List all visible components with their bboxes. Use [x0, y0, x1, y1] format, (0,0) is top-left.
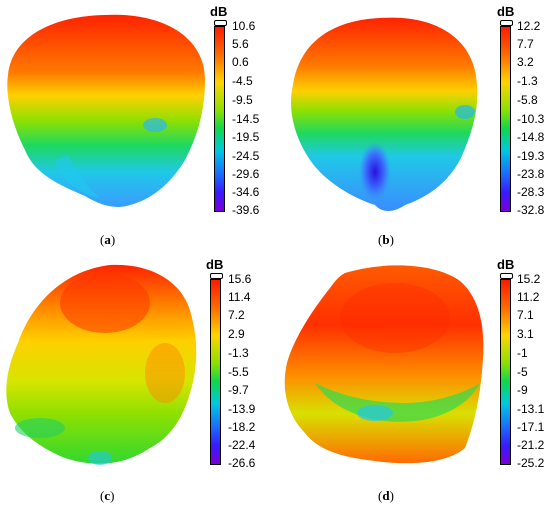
- colorbar-unit-d: dB: [497, 257, 515, 272]
- tick-label: 12.2: [517, 19, 541, 33]
- tick-label: -1: [517, 346, 528, 360]
- tick-label: -29.6: [232, 167, 260, 181]
- tick-label: 15.6: [228, 272, 252, 286]
- colorbar-d: [500, 279, 511, 465]
- panel-a: dB 10.6 5.6 0.6 -4.5 -9.5 -14.5 -19.5 -2…: [0, 0, 275, 253]
- tick-label: -17.1: [517, 420, 545, 434]
- pattern-body-b: [290, 17, 478, 212]
- tick-label: -24.5: [232, 149, 260, 163]
- colorbar-cap-d: [500, 273, 513, 279]
- tick-label: -22.4: [228, 438, 256, 452]
- colorbar-b: [500, 26, 511, 212]
- tick-label: 3.2: [517, 55, 534, 69]
- tick-label: 3.1: [517, 327, 534, 341]
- tick-label: -1.3: [228, 346, 249, 360]
- tick-label: -13.1: [517, 402, 545, 416]
- colorbar-cap-b: [500, 20, 513, 26]
- tick-label: -9: [517, 383, 528, 397]
- panel-d: dB 15.2 11.2 7.1 3.1 -1 -5 -9 -13.1 -17.…: [275, 253, 550, 506]
- tick-label: -5.5: [228, 365, 249, 379]
- tick-label: 10.6: [232, 19, 256, 33]
- caption-c: (c): [100, 488, 115, 503]
- panel-c: dB 15.6 11.4 7.2 2.9 -1.3 -5.5 -9.7 -13.…: [0, 253, 275, 506]
- tick-label: -23.8: [517, 167, 545, 181]
- tick-label: 7.7: [517, 37, 534, 51]
- colorbar-unit-a: dB: [210, 4, 228, 19]
- colorbar-unit-c: dB: [206, 257, 224, 272]
- tick-label: -26.6: [228, 456, 256, 470]
- tick-label: 7.1: [517, 308, 534, 322]
- tick-label: 7.2: [228, 308, 245, 322]
- panel-b: dB 12.2 7.7 3.2 -1.3 -5.8 -10.3 -14.8 -1…: [275, 0, 550, 253]
- tick-label: -10.3: [517, 112, 545, 126]
- colorbar-cap-c: [210, 273, 223, 279]
- radiation-pattern-b: [290, 17, 478, 212]
- tick-label: -28.3: [517, 185, 545, 199]
- tick-label: -19.5: [232, 130, 260, 144]
- colorbar-c: [210, 279, 221, 465]
- tick-label: -9.5: [232, 93, 253, 107]
- tick-label: -21.2: [517, 438, 545, 452]
- caption-b: (b): [378, 232, 394, 247]
- tick-label: 0.6: [232, 55, 249, 69]
- tick-label: -25.2: [517, 456, 545, 470]
- tick-label: -1.3: [517, 74, 538, 88]
- tick-label: -13.9: [228, 402, 256, 416]
- tick-label: 2.9: [228, 327, 245, 341]
- tick-label: -39.6: [232, 203, 260, 217]
- tick-label: -5: [517, 365, 528, 379]
- tick-label: 11.2: [517, 290, 540, 304]
- pattern-body-a: [7, 14, 206, 207]
- tick-label: -18.2: [228, 420, 256, 434]
- colorbar-unit-b: dB: [497, 4, 515, 19]
- tick-label: -9.7: [228, 383, 249, 397]
- radiation-pattern-a: [7, 14, 206, 207]
- caption-a: (a): [100, 232, 116, 247]
- tick-label: -34.6: [232, 185, 260, 199]
- pattern-body-c: [6, 264, 197, 464]
- tick-label: 11.4: [228, 290, 251, 304]
- caption-d: (d): [378, 488, 394, 503]
- radiation-pattern-c: [6, 264, 197, 465]
- tick-label: -4.5: [232, 74, 253, 88]
- tick-label: -5.8: [517, 93, 538, 107]
- radiation-pattern-d: [284, 265, 484, 464]
- colorbar-a: [214, 26, 225, 212]
- tick-label: 5.6: [232, 37, 249, 51]
- tick-label: 15.2: [517, 272, 541, 286]
- tick-label: -14.5: [232, 112, 260, 126]
- colorbar-cap-a: [214, 20, 227, 26]
- tick-label: -14.8: [517, 130, 545, 144]
- tick-label: -32.8: [517, 203, 545, 217]
- tick-label: -19.3: [517, 149, 545, 163]
